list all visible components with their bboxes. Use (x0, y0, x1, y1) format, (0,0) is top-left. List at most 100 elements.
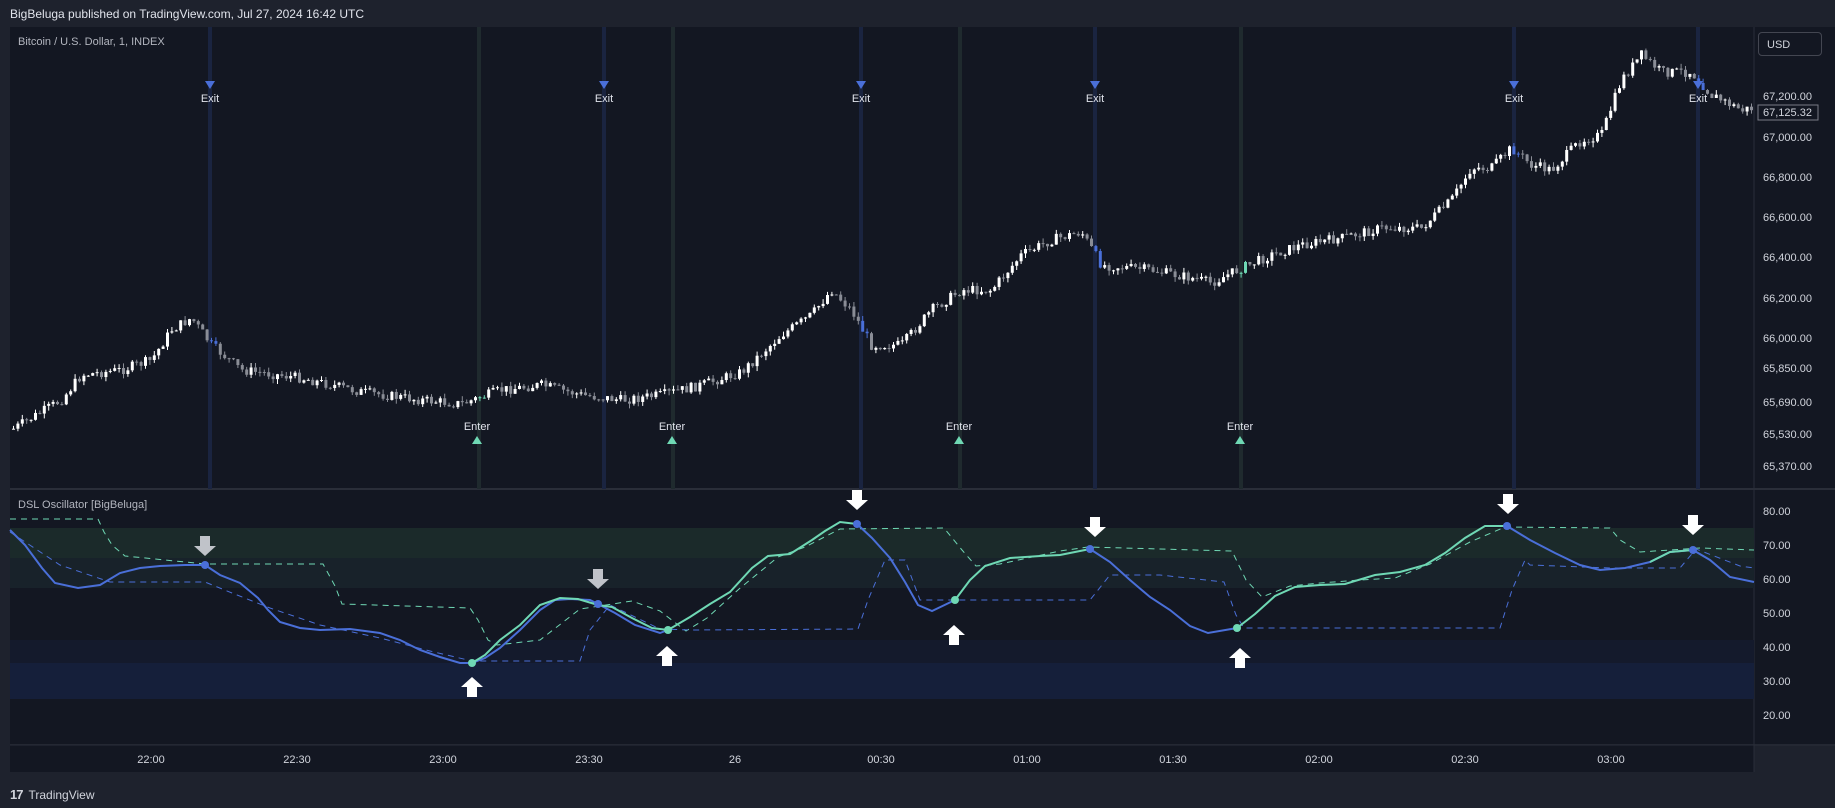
candle-body (1490, 163, 1494, 171)
candle-body (1129, 263, 1133, 267)
time-label: 02:30 (1451, 754, 1479, 766)
candle-body (1354, 233, 1357, 237)
price-label: 66,200.00 (1763, 293, 1812, 305)
candle-body (1736, 104, 1740, 109)
candle-body (126, 370, 130, 375)
candle-body (1670, 68, 1674, 77)
candle-body (170, 331, 174, 333)
candle-body (509, 386, 513, 394)
time-axis[interactable]: 22:00 22:30 23:00 23:30 26 00:30 01:00 0… (137, 754, 1625, 766)
oscillator-title[interactable]: DSL Oscillator [BigBeluga] (18, 499, 147, 511)
candle-body (936, 303, 939, 305)
time-label: 26 (729, 754, 741, 766)
candle-body (117, 368, 121, 370)
candle-body (1261, 256, 1265, 264)
price-label: 66,000.00 (1763, 333, 1812, 345)
bull-cross-dot (951, 596, 959, 604)
candle-body (645, 393, 649, 397)
candle-body (1028, 248, 1032, 250)
oscillator-series (9, 518, 1755, 664)
candle-body (1120, 268, 1124, 270)
main-pane-bg (10, 27, 1754, 489)
candle-body (1138, 266, 1142, 269)
candle-body (518, 385, 521, 390)
candle-body (1336, 238, 1340, 244)
candle-body (364, 388, 367, 390)
candle-body (1340, 233, 1344, 239)
candle-body (447, 404, 451, 407)
candle-body (1640, 50, 1643, 60)
price-label: 66,800.00 (1763, 172, 1812, 184)
candle-body (1719, 94, 1723, 101)
candle-body (1741, 108, 1745, 112)
candle-body (12, 428, 15, 430)
price-label: 65,690.00 (1763, 397, 1812, 409)
bear-cross-dot (201, 561, 209, 569)
candle-body (328, 387, 332, 389)
candle-body (522, 385, 526, 389)
candle-body (1415, 224, 1419, 227)
time-label: 03:00 (1597, 754, 1625, 766)
candle-body (1186, 272, 1190, 281)
candle-body (1164, 268, 1168, 274)
candle-body (738, 369, 741, 379)
level-label: 60.00 (1763, 574, 1791, 586)
candle-body (914, 329, 917, 333)
candle-body (927, 312, 931, 315)
candle-body (144, 357, 147, 366)
candle-body (1169, 268, 1173, 272)
candle-body (623, 395, 627, 402)
currency-button[interactable]: USD (1758, 32, 1822, 56)
price-label: 65,530.00 (1763, 429, 1812, 441)
candle-body (320, 379, 323, 381)
candle-body (1050, 244, 1054, 247)
candle-body (1195, 277, 1199, 279)
candle-body (782, 336, 785, 340)
level-label: 40.00 (1763, 642, 1791, 654)
candle-body (69, 391, 73, 395)
enter-arrow-icon (472, 436, 482, 444)
candle-body (966, 290, 970, 293)
candle-body (548, 383, 552, 387)
exit-signal: Exit (1505, 81, 1523, 105)
candle-body (1516, 153, 1520, 155)
candle-body (694, 382, 697, 392)
candle-body (777, 339, 781, 344)
candle-body (456, 401, 460, 408)
price-scale[interactable]: 67,200.00 67,000.00 66,800.00 66,600.00 … (1763, 91, 1812, 473)
dsl-oscillator-line-bear (856, 523, 956, 613)
oscillator-scale[interactable]: 80.00 70.00 60.00 50.00 40.00 30.00 20.0… (1763, 506, 1791, 722)
candle-body (909, 329, 913, 334)
candle-body (42, 405, 46, 414)
candle-body (1657, 66, 1661, 68)
candle-body (1032, 249, 1036, 251)
candle-body (562, 385, 565, 390)
candle-body (1424, 227, 1428, 229)
candle-body (980, 291, 983, 295)
candle-body (1442, 206, 1445, 208)
candle-body (56, 401, 59, 405)
candle-body (799, 318, 803, 323)
oversold-zone (10, 663, 1754, 699)
candle-body (1081, 234, 1085, 236)
candlesticks[interactable] (12, 48, 1753, 432)
candle-body (491, 387, 495, 390)
candle-body (1750, 106, 1753, 111)
symbol-label[interactable]: Bitcoin / U.S. Dollar, 1, INDEX (18, 36, 165, 48)
candle-body (795, 322, 799, 325)
candle-body (183, 320, 187, 326)
candle-body (1525, 154, 1529, 162)
candle-body (1512, 146, 1516, 155)
candle-body (1538, 162, 1542, 166)
candle-body (1226, 274, 1230, 278)
tradingview-logo[interactable]: 17 TradingView (10, 782, 95, 808)
candle-body (1182, 272, 1186, 280)
exit-label: Exit (595, 93, 613, 105)
arrow-up-icon (1229, 648, 1251, 668)
arrow-up-icon (943, 625, 965, 645)
candle-body (1701, 82, 1705, 91)
candle-body (1230, 268, 1234, 275)
enter-band (671, 27, 675, 489)
candle-body (1252, 264, 1256, 266)
